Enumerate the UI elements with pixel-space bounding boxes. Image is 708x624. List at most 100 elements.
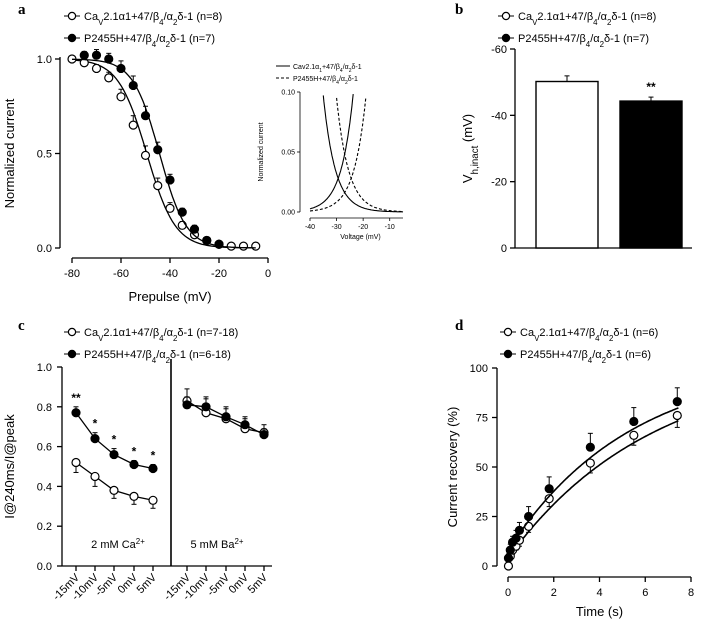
legend-label-wt-part: V bbox=[98, 18, 104, 27]
legend-label-wt-part: 4 bbox=[595, 334, 600, 343]
data-point-c bbox=[201, 402, 211, 412]
inset-x-tick-label: -20 bbox=[358, 224, 368, 231]
y-tick-label-c: 0.6 bbox=[37, 442, 52, 454]
bar-b-1 bbox=[619, 100, 683, 249]
data-point-d bbox=[505, 545, 515, 555]
legend-label-mut-part: 2 bbox=[166, 356, 170, 365]
y-tick-label-a: 0.5 bbox=[37, 149, 52, 161]
legend-label-wt-part: /α bbox=[600, 327, 610, 339]
condition-label-c: 2 mM Ca2+ bbox=[91, 537, 145, 552]
x-tick-label-d: 2 bbox=[551, 587, 557, 599]
legend-marker-wt bbox=[503, 327, 513, 337]
legend-label-mut-part: /α bbox=[156, 349, 166, 361]
data-point-c bbox=[71, 457, 81, 468]
data-point-a bbox=[202, 235, 212, 246]
x-tick-label-c: 5mV bbox=[246, 571, 271, 596]
data-point-c bbox=[221, 412, 231, 422]
data-point-c bbox=[90, 434, 100, 444]
legend-label-mut-part: δ-1 bbox=[604, 33, 620, 45]
fit-curve-d-0 bbox=[507, 420, 679, 559]
inset-x-tick-label: -30 bbox=[332, 224, 342, 231]
inset-legend-label-mut-part: 4 bbox=[336, 80, 339, 86]
legend-label-mut-part: δ-1 bbox=[170, 33, 186, 45]
legend-label-mut-part: 2 bbox=[600, 40, 604, 49]
legend-marker-mut bbox=[67, 33, 77, 43]
y-tick-label-a: 0.0 bbox=[37, 243, 52, 255]
data-point-d bbox=[523, 511, 534, 522]
legend-label-wt-part: Ca bbox=[84, 11, 99, 23]
significance-b: ** bbox=[646, 80, 656, 94]
data-point-c bbox=[259, 430, 269, 440]
panel-d: d CaV2.1α1+47/β4/α2δ-1 (n=6)P2455H+47/β4/… bbox=[445, 318, 694, 619]
legend-label-wt-part: V bbox=[532, 18, 538, 27]
legend-label-wt-part: 4 bbox=[159, 334, 164, 343]
inset-legend-label-mut-part: /α bbox=[339, 76, 345, 83]
legend-label-mut-part: 2 bbox=[166, 40, 170, 49]
y-tick-label-b: 0 bbox=[501, 243, 507, 255]
data-point-c bbox=[148, 495, 158, 505]
legend-label-mut-part: δ-1 bbox=[170, 349, 186, 361]
panel-c: c CaV2.1α1+47/β4/α2δ-1 (n=7-18)P2455H+47/… bbox=[2, 318, 272, 603]
data-point-c bbox=[129, 459, 139, 470]
inset-curve-act-0 bbox=[309, 94, 354, 210]
legend-label-wt: CaV2.1α1+47/β4/α2δ-1 (n=7-18) bbox=[84, 327, 238, 343]
significance-c: * bbox=[112, 433, 117, 447]
data-point-d bbox=[629, 416, 639, 427]
panel-label-d: d bbox=[455, 318, 464, 334]
data-point-c bbox=[129, 491, 139, 501]
legend-label-mut: P2455H+47/β4/α2δ-1 (n=6) bbox=[520, 349, 651, 365]
legend-label-mut-part: 4 bbox=[588, 356, 593, 365]
y-tick-label-c: 1.0 bbox=[37, 362, 52, 374]
legend-label-mut-part: δ-1 bbox=[606, 349, 622, 361]
legend-label-wt-n: (n=6) bbox=[629, 327, 658, 339]
legend-label-wt-part: /α bbox=[164, 327, 174, 339]
y-tick-label-b: -40 bbox=[491, 110, 507, 122]
x-tick-label-c: 5mV bbox=[135, 571, 160, 596]
x-tick-label-c: 0mV bbox=[116, 571, 141, 596]
x-tick-label-a: -80 bbox=[64, 268, 80, 280]
legend-label-mut-part: 4 bbox=[586, 40, 591, 49]
inset-y-tick-label: 0.10 bbox=[281, 90, 295, 97]
legend-label-wt-part: δ-1 bbox=[177, 11, 193, 23]
legend-label-wt-n: (n=8) bbox=[193, 11, 222, 23]
data-point-a bbox=[153, 181, 163, 191]
legend-label-mut-part: P2455H+47/β bbox=[84, 33, 152, 45]
legend-label-wt: CaV2.1α1+47/β4/α2δ-1 (n=8) bbox=[84, 11, 222, 27]
legend-label-mut-part: P2455H+47/β bbox=[518, 33, 586, 45]
data-point-c bbox=[240, 420, 250, 430]
legend-label-wt-n: (n=7-18) bbox=[193, 327, 238, 339]
inset-legend-label-wt-part: +47/β bbox=[322, 64, 340, 71]
y-axis-title-b-part: h,inact bbox=[470, 145, 481, 174]
inset-legend-label-mut-part: 2 bbox=[345, 80, 348, 86]
legend-label-mut-part: /α bbox=[590, 33, 600, 45]
panel-a: a CaV2.1α1+47/β4/α2δ-1 (n=8)P2455H+47/β4/… bbox=[2, 2, 404, 304]
inset-legend-label-mut-part: δ-1 bbox=[348, 76, 358, 83]
data-point-c bbox=[90, 471, 100, 482]
legend-label-wt-n: (n=8) bbox=[627, 11, 656, 23]
legend-label-wt-part: 2 bbox=[173, 334, 177, 343]
inset-legend-label-wt-part: 1 bbox=[319, 68, 322, 74]
legend-label-mut-part: P2455H+47/β bbox=[520, 349, 588, 361]
legend-label-mut: P2455H+47/β4/α2δ-1 (n=6-18) bbox=[84, 349, 231, 365]
condition-label-c-sup: 2+ bbox=[235, 537, 244, 546]
legend-label-mut: P2455H+47/β4/α2δ-1 (n=7) bbox=[84, 33, 215, 49]
fit-curve-d-1 bbox=[507, 407, 679, 551]
panel-label-a: a bbox=[18, 2, 26, 18]
x-tick-label-d: 8 bbox=[688, 587, 694, 599]
x-tick-label-c: 0mV bbox=[227, 571, 252, 596]
data-point-d bbox=[585, 442, 595, 452]
y-axis-title-a: Normalized current bbox=[2, 98, 17, 208]
data-point-d bbox=[672, 410, 682, 421]
y-axis-title-b-part: V bbox=[460, 174, 475, 183]
condition-label-c: 5 mM Ba2+ bbox=[190, 537, 243, 552]
data-point-a bbox=[128, 120, 138, 130]
condition-label-c-text: 2 mM Ca bbox=[91, 539, 137, 551]
legend-label-mut: P2455H+47/β4/α2δ-1 (n=7) bbox=[518, 33, 649, 49]
data-point-a bbox=[165, 175, 175, 185]
legend-label-wt-part: 2.1α1+47/β bbox=[103, 11, 159, 23]
data-point-d bbox=[514, 525, 525, 535]
y-tick-label-a: 1.0 bbox=[37, 54, 52, 66]
x-tick-label-a: -60 bbox=[113, 268, 129, 280]
data-point-a bbox=[165, 203, 175, 213]
legend-label-wt-part: δ-1 bbox=[611, 11, 627, 23]
